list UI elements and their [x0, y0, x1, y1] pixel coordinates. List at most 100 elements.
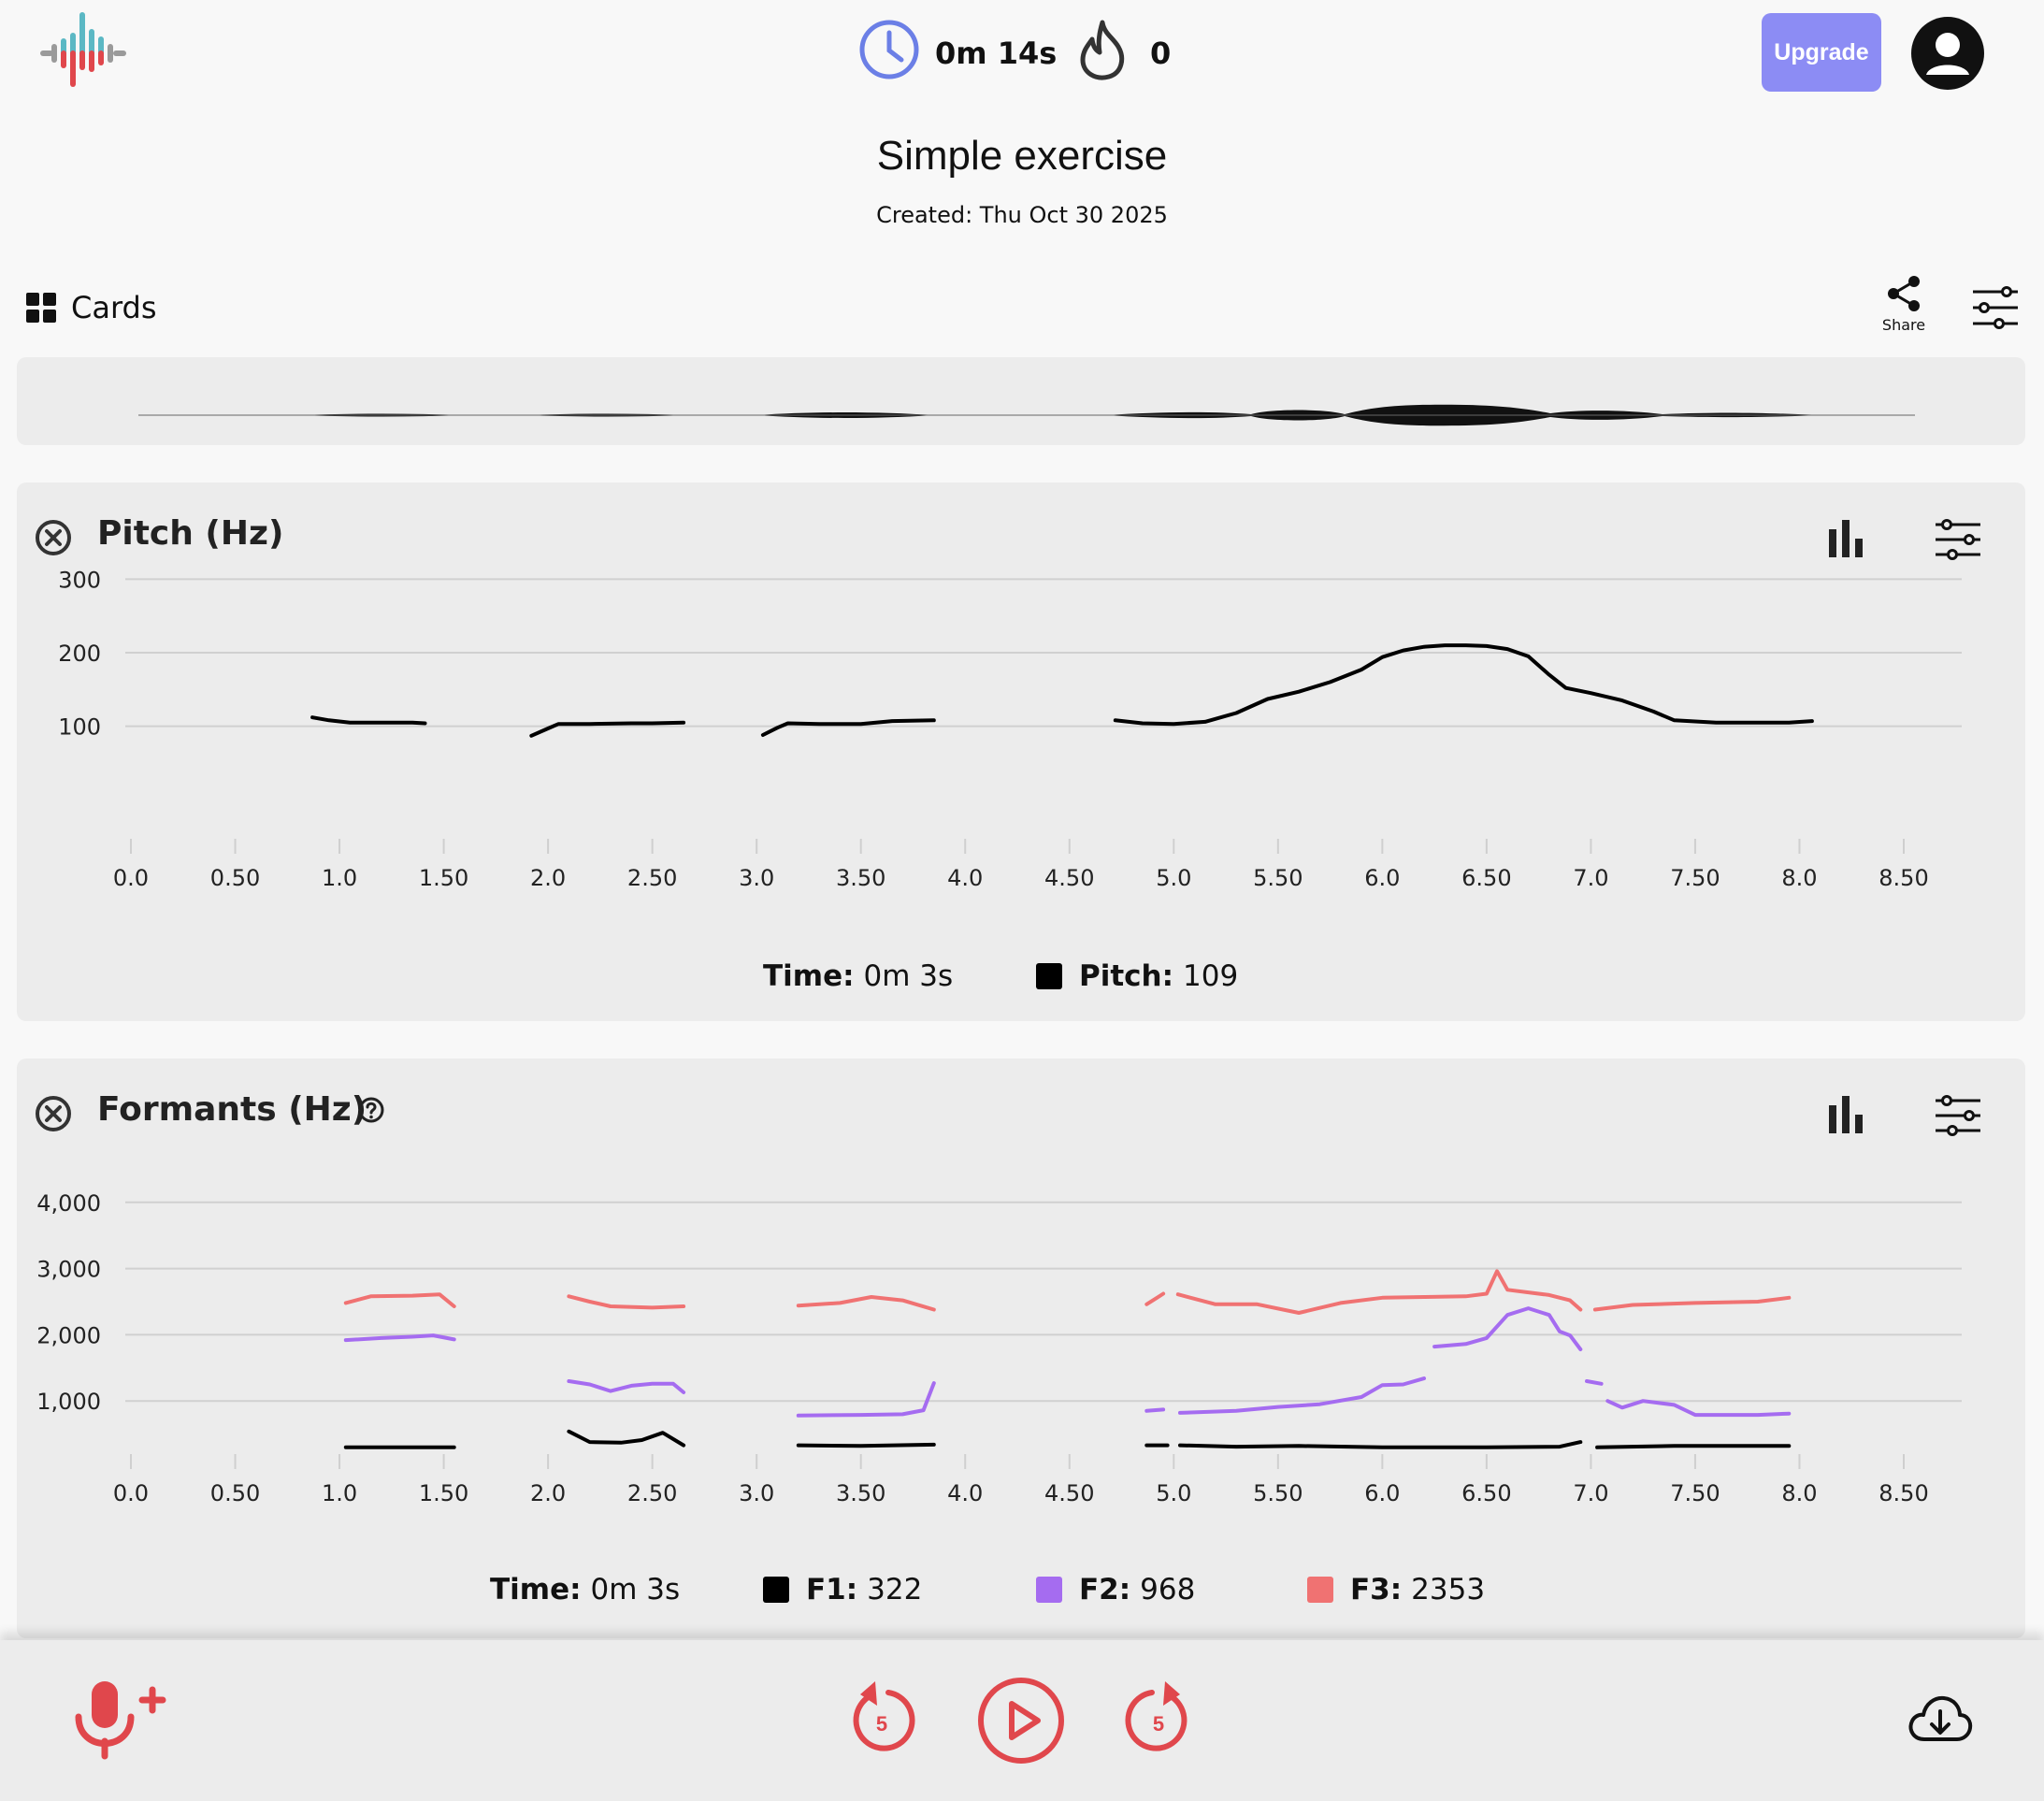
pitch-x-tick-label: 5.0: [1156, 865, 1191, 891]
pitch-x-tick-label: 2.0: [530, 865, 566, 891]
formants-x-tick-label: 2.0: [530, 1480, 566, 1506]
pitch-x-tick-label: 2.50: [627, 865, 677, 891]
share-label: Share: [1881, 316, 1926, 334]
formants-series-f2-segment: [1178, 1376, 1426, 1415]
pitch-y-tick-label: 300: [58, 567, 101, 593]
f1-legend: F1: 322: [763, 1573, 922, 1606]
formants-x-tick-label: 0.50: [210, 1480, 260, 1506]
pitch-x-tick-label: 8.0: [1781, 865, 1817, 891]
pitch-x-tick-label: 1.50: [419, 865, 468, 891]
formants-series-f1-segment: [1178, 1440, 1583, 1449]
formants-x-tick-label: 2.50: [627, 1480, 677, 1506]
grid-icon: [26, 293, 56, 323]
formants-x-tick-label: 8.50: [1878, 1480, 1928, 1506]
forward-5-seconds-button[interactable]: 5: [1124, 1678, 1193, 1762]
formants-x-tick-label: 5.0: [1156, 1480, 1191, 1506]
account-avatar-icon[interactable]: [1911, 17, 1984, 90]
cards-toggle[interactable]: Cards: [26, 290, 157, 325]
clock-icon: [858, 19, 920, 88]
rewind-5-seconds-button[interactable]: 5: [847, 1678, 916, 1762]
forward-icon: [1125, 1681, 1188, 1751]
formants-x-tick-label: 7.0: [1573, 1480, 1608, 1506]
formants-panel-title: Formants (Hz): [97, 1090, 367, 1129]
pitch-swatch: [1036, 963, 1062, 989]
rewind-icon: [853, 1681, 915, 1751]
formants-series-f2-segment: [567, 1379, 686, 1394]
formants-chart[interactable]: 1,000 2,000 3,000 4,000 0.0 0.50 1.0 1.50 2.0 2.5…: [17, 1059, 2025, 1526]
formants-series-f1-segment: [796, 1442, 936, 1448]
pitch-x-tick-label: 5.50: [1253, 865, 1303, 891]
pitch-panel: Pitch (Hz) 100 200 300 0.0 0.50 1.0 1.50 2.0 2.5…: [17, 483, 2025, 1021]
f3-value: 2353: [1411, 1573, 1486, 1606]
pitch-x-tick-label: 6.50: [1461, 865, 1511, 891]
streak-value: 0: [1150, 36, 1172, 71]
formants-statistics-bar-chart-icon[interactable]: [1827, 1096, 1864, 1138]
pitch-settings-sliders-icon[interactable]: [1934, 518, 1982, 566]
pitch-series-line-segment: [310, 715, 427, 726]
exercise-created-date: Created: Thu Oct 30 2025: [876, 202, 1168, 228]
help-question-icon[interactable]: [357, 1096, 385, 1129]
add-recording-microphone-icon[interactable]: [73, 1679, 166, 1765]
share-button[interactable]: Share: [1870, 275, 1937, 334]
formants-x-tick-label: 6.0: [1364, 1480, 1400, 1506]
formants-series-f2-segment: [343, 1333, 456, 1343]
formants-series-f2-segment: [1432, 1306, 1583, 1351]
formants-x-tick-label: 0.0: [113, 1480, 149, 1506]
f1-swatch: [763, 1577, 789, 1603]
formants-series-f3-segment: [1175, 1269, 1583, 1315]
f3-label: F3:: [1350, 1573, 1403, 1606]
pitch-series-line-segment: [529, 720, 686, 738]
formants-series-f2-segment: [1585, 1379, 1604, 1386]
pitch-x-tick-label: 7.0: [1573, 865, 1608, 891]
formants-series-f3-segment: [567, 1294, 686, 1310]
formants-y-tick-label: 4,000: [36, 1190, 101, 1217]
pitch-x-tick-label: 3.50: [836, 865, 885, 891]
playback-bar: 5 5: [0, 1640, 2044, 1801]
page-settings-sliders-icon[interactable]: [1971, 284, 2020, 331]
pitch-legend-value: Pitch: 109: [1036, 959, 1238, 993]
f3-swatch: [1307, 1577, 1333, 1603]
pitch-x-tick-label: 3.0: [739, 865, 774, 891]
formants-series-f1-segment: [567, 1429, 686, 1448]
play-button[interactable]: [976, 1676, 1066, 1770]
download-cloud-icon[interactable]: [1907, 1693, 1973, 1750]
f1-value: 322: [867, 1573, 923, 1606]
pitch-x-tick-label: 0.50: [210, 865, 260, 891]
close-formants-panel-icon[interactable]: [34, 1094, 73, 1138]
formants-x-tick-label: 7.50: [1670, 1480, 1720, 1506]
formants-x-tick-label: 3.50: [836, 1480, 885, 1506]
pitch-chart[interactable]: 100 200 300 0.0 0.50 1.0 1.50 2.0 2.50 3.0 3.50 4.0…: [17, 483, 2025, 894]
cards-label: Cards: [71, 290, 157, 325]
pitch-y-tick-label: 100: [58, 714, 101, 741]
pitch-x-tick-label: 6.0: [1364, 865, 1400, 891]
time-label: Time:: [490, 1573, 582, 1606]
f1-label: F1:: [806, 1573, 858, 1606]
time-value: 0m 3s: [863, 959, 954, 993]
formants-y-tick-label: 1,000: [36, 1389, 101, 1415]
pitch-label: Pitch:: [1079, 959, 1174, 993]
f3-legend: F3: 2353: [1307, 1573, 1485, 1606]
close-pitch-panel-icon[interactable]: [34, 518, 73, 562]
f2-value: 968: [1140, 1573, 1196, 1606]
exercise-title: Simple exercise: [876, 133, 1168, 179]
timer-value: 0m 14s: [935, 36, 1058, 71]
formants-x-tick-label: 4.50: [1044, 1480, 1094, 1506]
pitch-statistics-bar-chart-icon[interactable]: [1827, 520, 1864, 562]
pitch-x-tick-label: 7.50: [1670, 865, 1720, 891]
share-icon: [1885, 276, 1922, 316]
formants-settings-sliders-icon[interactable]: [1934, 1094, 1982, 1142]
waveform-shape: [138, 404, 1915, 426]
pitch-x-tick-label: 4.0: [947, 865, 983, 891]
pitch-series-line-segment: [1113, 643, 1814, 727]
formants-series-f3-segment: [343, 1292, 456, 1308]
pitch-x-tick-label: 8.50: [1878, 865, 1928, 891]
pitch-legend-time: Time: 0m 3s: [763, 959, 953, 993]
formants-y-tick-label: 2,000: [36, 1322, 101, 1348]
upgrade-button[interactable]: Upgrade: [1762, 13, 1881, 92]
formants-legend-time: Time: 0m 3s: [490, 1573, 680, 1606]
formants-panel: Formants (Hz) 1,000 2,000 3,000 4,000 0.0 0.5…: [17, 1059, 2025, 1638]
pitch-x-tick-label: 1.0: [322, 865, 357, 891]
waveform-overview[interactable]: [17, 357, 2025, 445]
formants-y-tick-label: 3,000: [36, 1257, 101, 1283]
time-label: Time:: [763, 959, 855, 993]
